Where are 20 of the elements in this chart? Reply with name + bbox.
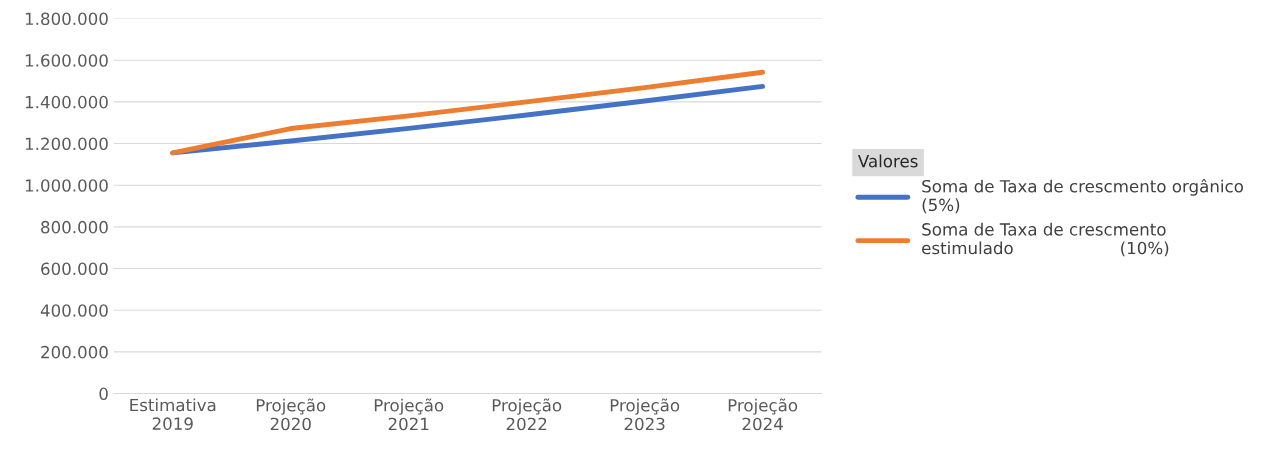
x-tick-label: Projeção 2023 xyxy=(610,398,680,431)
y-tick-label: 400.000 xyxy=(40,304,108,317)
line-series xyxy=(170,69,766,156)
x-tick-label: Projeção 2022 xyxy=(492,398,562,431)
x-tick-label: Projeção 2024 xyxy=(728,398,798,431)
y-tick-label: 200.000 xyxy=(41,345,108,359)
legend-label: Soma de Taxa de crescmento estimulado (10%) xyxy=(922,222,1169,257)
y-tick-label: 0 xyxy=(99,387,108,401)
y-tick-label: 800.000 xyxy=(41,220,108,234)
y-tick-label: 1.400.000 xyxy=(25,95,108,109)
y-tick-label: 600.000 xyxy=(41,262,108,276)
legend-label: Soma de Taxa de crescmento orgânico (5%) xyxy=(922,178,1243,214)
x-tick-label: Estimativa 2019 xyxy=(130,398,216,430)
y-tick-label: 1.800.000 xyxy=(25,12,108,26)
y-tick-label: 1.200.000 xyxy=(25,137,108,151)
x-tick-label: Projeção 2020 xyxy=(256,398,326,431)
y-tick-label: 1.000.000 xyxy=(25,179,108,192)
legend-title: Valores xyxy=(857,154,918,168)
x-tick-label: Projeção 2021 xyxy=(374,398,444,431)
y-tick-label: 1.600.000 xyxy=(25,54,108,67)
